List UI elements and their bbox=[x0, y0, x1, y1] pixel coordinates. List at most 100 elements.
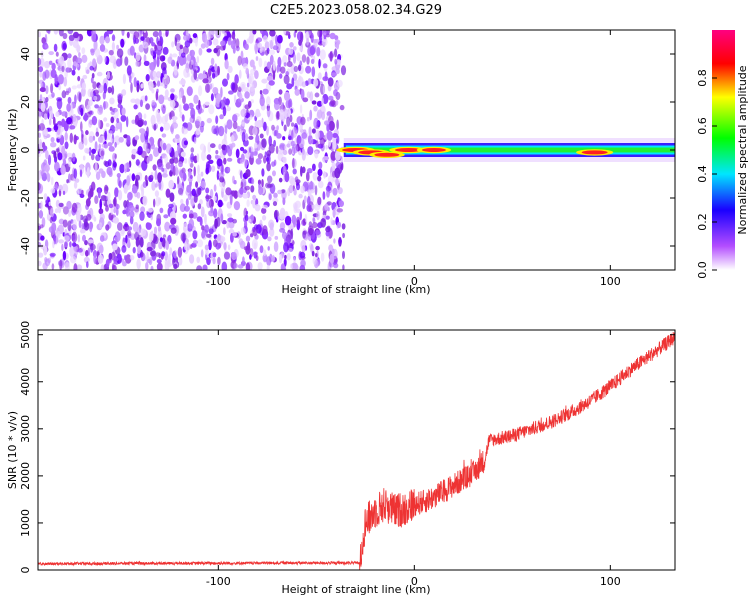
noise-blob bbox=[195, 128, 201, 136]
noise-blob bbox=[233, 201, 241, 211]
noise-blob bbox=[259, 133, 264, 139]
noise-blob bbox=[139, 237, 144, 248]
noise-blob bbox=[177, 176, 180, 185]
noise-blob bbox=[116, 44, 119, 50]
noise-blob bbox=[249, 254, 252, 260]
noise-blob bbox=[291, 214, 297, 225]
noise-blob bbox=[189, 254, 195, 264]
colorbar-tick-label: 0.2 bbox=[696, 213, 709, 231]
noise-blob bbox=[87, 239, 94, 244]
noise-blob bbox=[198, 85, 203, 97]
noise-blob bbox=[267, 246, 270, 251]
noise-blob bbox=[180, 78, 186, 86]
noise-blob bbox=[88, 135, 94, 143]
noise-blob bbox=[173, 250, 178, 259]
noise-blob bbox=[240, 108, 247, 118]
noise-blob bbox=[305, 65, 312, 74]
noise-blob bbox=[235, 38, 240, 49]
noise-blob bbox=[282, 232, 287, 240]
noise-blob bbox=[119, 163, 125, 174]
noise-blob bbox=[107, 71, 110, 80]
noise-blob bbox=[144, 95, 148, 102]
noise-blob bbox=[155, 109, 160, 120]
noise-blob bbox=[50, 176, 54, 186]
noise-blob bbox=[299, 251, 306, 259]
noise-blob bbox=[197, 203, 202, 210]
noise-blob bbox=[136, 192, 141, 199]
noise-blob bbox=[202, 103, 206, 110]
noise-blob bbox=[301, 245, 306, 253]
noise-blob bbox=[186, 184, 192, 193]
noise-blob bbox=[41, 37, 46, 44]
noise-blob bbox=[263, 121, 267, 132]
noise-blob bbox=[290, 228, 294, 240]
noise-blob bbox=[151, 42, 156, 47]
noise-blob bbox=[57, 74, 64, 85]
noise-blob bbox=[262, 35, 268, 42]
noise-blob bbox=[90, 91, 94, 98]
noise-blob bbox=[208, 228, 214, 235]
noise-blob bbox=[242, 193, 249, 199]
noise-blob bbox=[168, 179, 175, 189]
noise-blob bbox=[241, 121, 245, 127]
noise-blob bbox=[197, 164, 200, 175]
noise-blob bbox=[89, 221, 93, 233]
noise-blob bbox=[162, 55, 166, 61]
noise-blob bbox=[38, 182, 41, 191]
noise-blob bbox=[57, 152, 63, 161]
noise-blob bbox=[129, 210, 135, 219]
noise-blob bbox=[215, 150, 219, 155]
noise-blob bbox=[89, 61, 93, 68]
noise-blob bbox=[78, 92, 82, 103]
y-tick-label: 1000 bbox=[19, 509, 32, 537]
noise-blob bbox=[291, 129, 294, 141]
noise-blob bbox=[76, 211, 81, 222]
noise-blob bbox=[332, 140, 337, 151]
noise-blob bbox=[156, 259, 162, 264]
noise-blob bbox=[254, 70, 259, 80]
noise-blob bbox=[339, 104, 345, 111]
noise-blob bbox=[255, 113, 259, 118]
noise-blob bbox=[91, 115, 98, 126]
noise-blob bbox=[146, 156, 150, 164]
noise-blob bbox=[268, 73, 274, 83]
noise-blob bbox=[158, 30, 162, 38]
noise-blob bbox=[116, 173, 121, 178]
noise-blob bbox=[107, 142, 113, 147]
noise-blob bbox=[100, 264, 105, 270]
noise-blob bbox=[277, 56, 282, 67]
noise-blob bbox=[189, 244, 193, 249]
noise-blob bbox=[109, 130, 113, 135]
noise-blob bbox=[294, 30, 298, 33]
noise-blob bbox=[49, 110, 54, 120]
noise-blob bbox=[169, 192, 175, 202]
noise-blob bbox=[182, 55, 187, 65]
noise-blob bbox=[50, 137, 55, 143]
noise-blob bbox=[157, 162, 164, 170]
noise-blob bbox=[81, 47, 86, 55]
noise-blob bbox=[66, 179, 69, 184]
noise-blob bbox=[196, 265, 203, 270]
noise-blob bbox=[104, 186, 109, 192]
noise-blob bbox=[330, 99, 336, 106]
noise-blob bbox=[150, 114, 156, 126]
noise-blob bbox=[41, 97, 45, 103]
noise-blob bbox=[147, 258, 151, 264]
noise-blob bbox=[67, 30, 74, 35]
noise-blob bbox=[140, 251, 144, 258]
noise-blob bbox=[77, 248, 83, 253]
noise-blob bbox=[84, 240, 88, 246]
noise-blob bbox=[310, 189, 315, 194]
noise-blob bbox=[299, 264, 306, 270]
noise-blob bbox=[38, 252, 44, 258]
noise-blob bbox=[140, 206, 146, 213]
noise-blob bbox=[140, 132, 146, 143]
noise-blob bbox=[61, 111, 68, 117]
noise-blob bbox=[301, 81, 307, 88]
noise-blob bbox=[143, 54, 147, 63]
noise-blob bbox=[330, 151, 337, 161]
noise-blob bbox=[81, 189, 84, 195]
noise-blob bbox=[99, 44, 106, 52]
noise-blob bbox=[169, 247, 173, 256]
noise-blob bbox=[333, 262, 339, 269]
